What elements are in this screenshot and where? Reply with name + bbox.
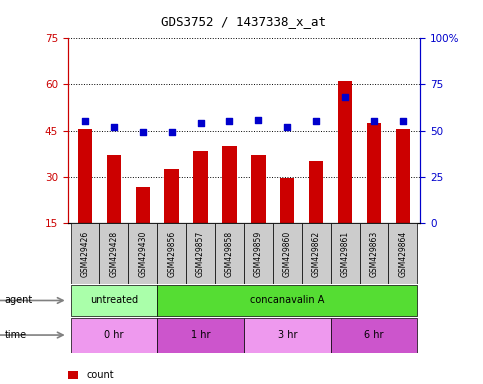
Bar	[164, 169, 179, 269]
Bar	[367, 123, 381, 269]
Text: GSM429861: GSM429861	[341, 230, 350, 276]
Text: GSM429859: GSM429859	[254, 230, 263, 276]
Text: GSM429430: GSM429430	[138, 230, 147, 276]
Point	[168, 129, 175, 136]
Bar	[222, 146, 237, 269]
Bar	[71, 285, 157, 316]
Bar	[215, 223, 244, 284]
Bar	[193, 151, 208, 269]
Bar	[251, 155, 266, 269]
Bar	[331, 223, 359, 284]
Text: GSM429426: GSM429426	[81, 230, 89, 276]
Text: GSM429857: GSM429857	[196, 230, 205, 276]
Bar	[186, 223, 215, 284]
Point	[399, 118, 407, 124]
Bar	[309, 161, 324, 269]
Text: GSM429860: GSM429860	[283, 230, 292, 276]
Point	[226, 118, 233, 124]
Text: count: count	[87, 370, 114, 380]
Bar	[78, 129, 92, 269]
Text: 0 hr: 0 hr	[104, 330, 124, 340]
Bar	[331, 318, 417, 353]
Text: GSM429858: GSM429858	[225, 230, 234, 276]
Point	[139, 129, 147, 136]
Point	[313, 118, 320, 124]
Bar	[273, 223, 302, 284]
Bar	[244, 318, 331, 353]
Bar	[71, 223, 99, 284]
Text: 1 hr: 1 hr	[191, 330, 210, 340]
Bar	[99, 223, 128, 284]
Text: agent: agent	[5, 295, 33, 306]
Point	[81, 118, 89, 124]
Point	[255, 116, 262, 122]
Bar	[302, 223, 331, 284]
Point	[197, 120, 204, 126]
Point	[284, 124, 291, 130]
Bar	[359, 223, 388, 284]
Text: GSM429864: GSM429864	[398, 230, 407, 276]
Bar	[157, 223, 186, 284]
Bar	[280, 178, 295, 269]
Text: time: time	[5, 330, 27, 340]
Text: GSM429863: GSM429863	[369, 230, 379, 276]
Bar	[244, 223, 273, 284]
Text: GSM429856: GSM429856	[167, 230, 176, 276]
Text: untreated: untreated	[90, 295, 138, 306]
Bar	[71, 318, 157, 353]
Bar	[338, 81, 352, 269]
Bar	[107, 155, 121, 269]
Bar	[157, 285, 417, 316]
Text: GSM429862: GSM429862	[312, 230, 321, 276]
Point	[341, 94, 349, 101]
Text: GSM429428: GSM429428	[109, 230, 118, 276]
Bar	[136, 187, 150, 269]
Text: 3 hr: 3 hr	[278, 330, 297, 340]
Bar	[396, 129, 410, 269]
Text: concanavalin A: concanavalin A	[250, 295, 325, 306]
Point	[110, 124, 118, 130]
Bar	[128, 223, 157, 284]
Bar	[157, 318, 244, 353]
Text: GDS3752 / 1437338_x_at: GDS3752 / 1437338_x_at	[161, 15, 327, 28]
Text: 6 hr: 6 hr	[364, 330, 384, 340]
Point	[370, 118, 378, 124]
Bar	[388, 223, 417, 284]
